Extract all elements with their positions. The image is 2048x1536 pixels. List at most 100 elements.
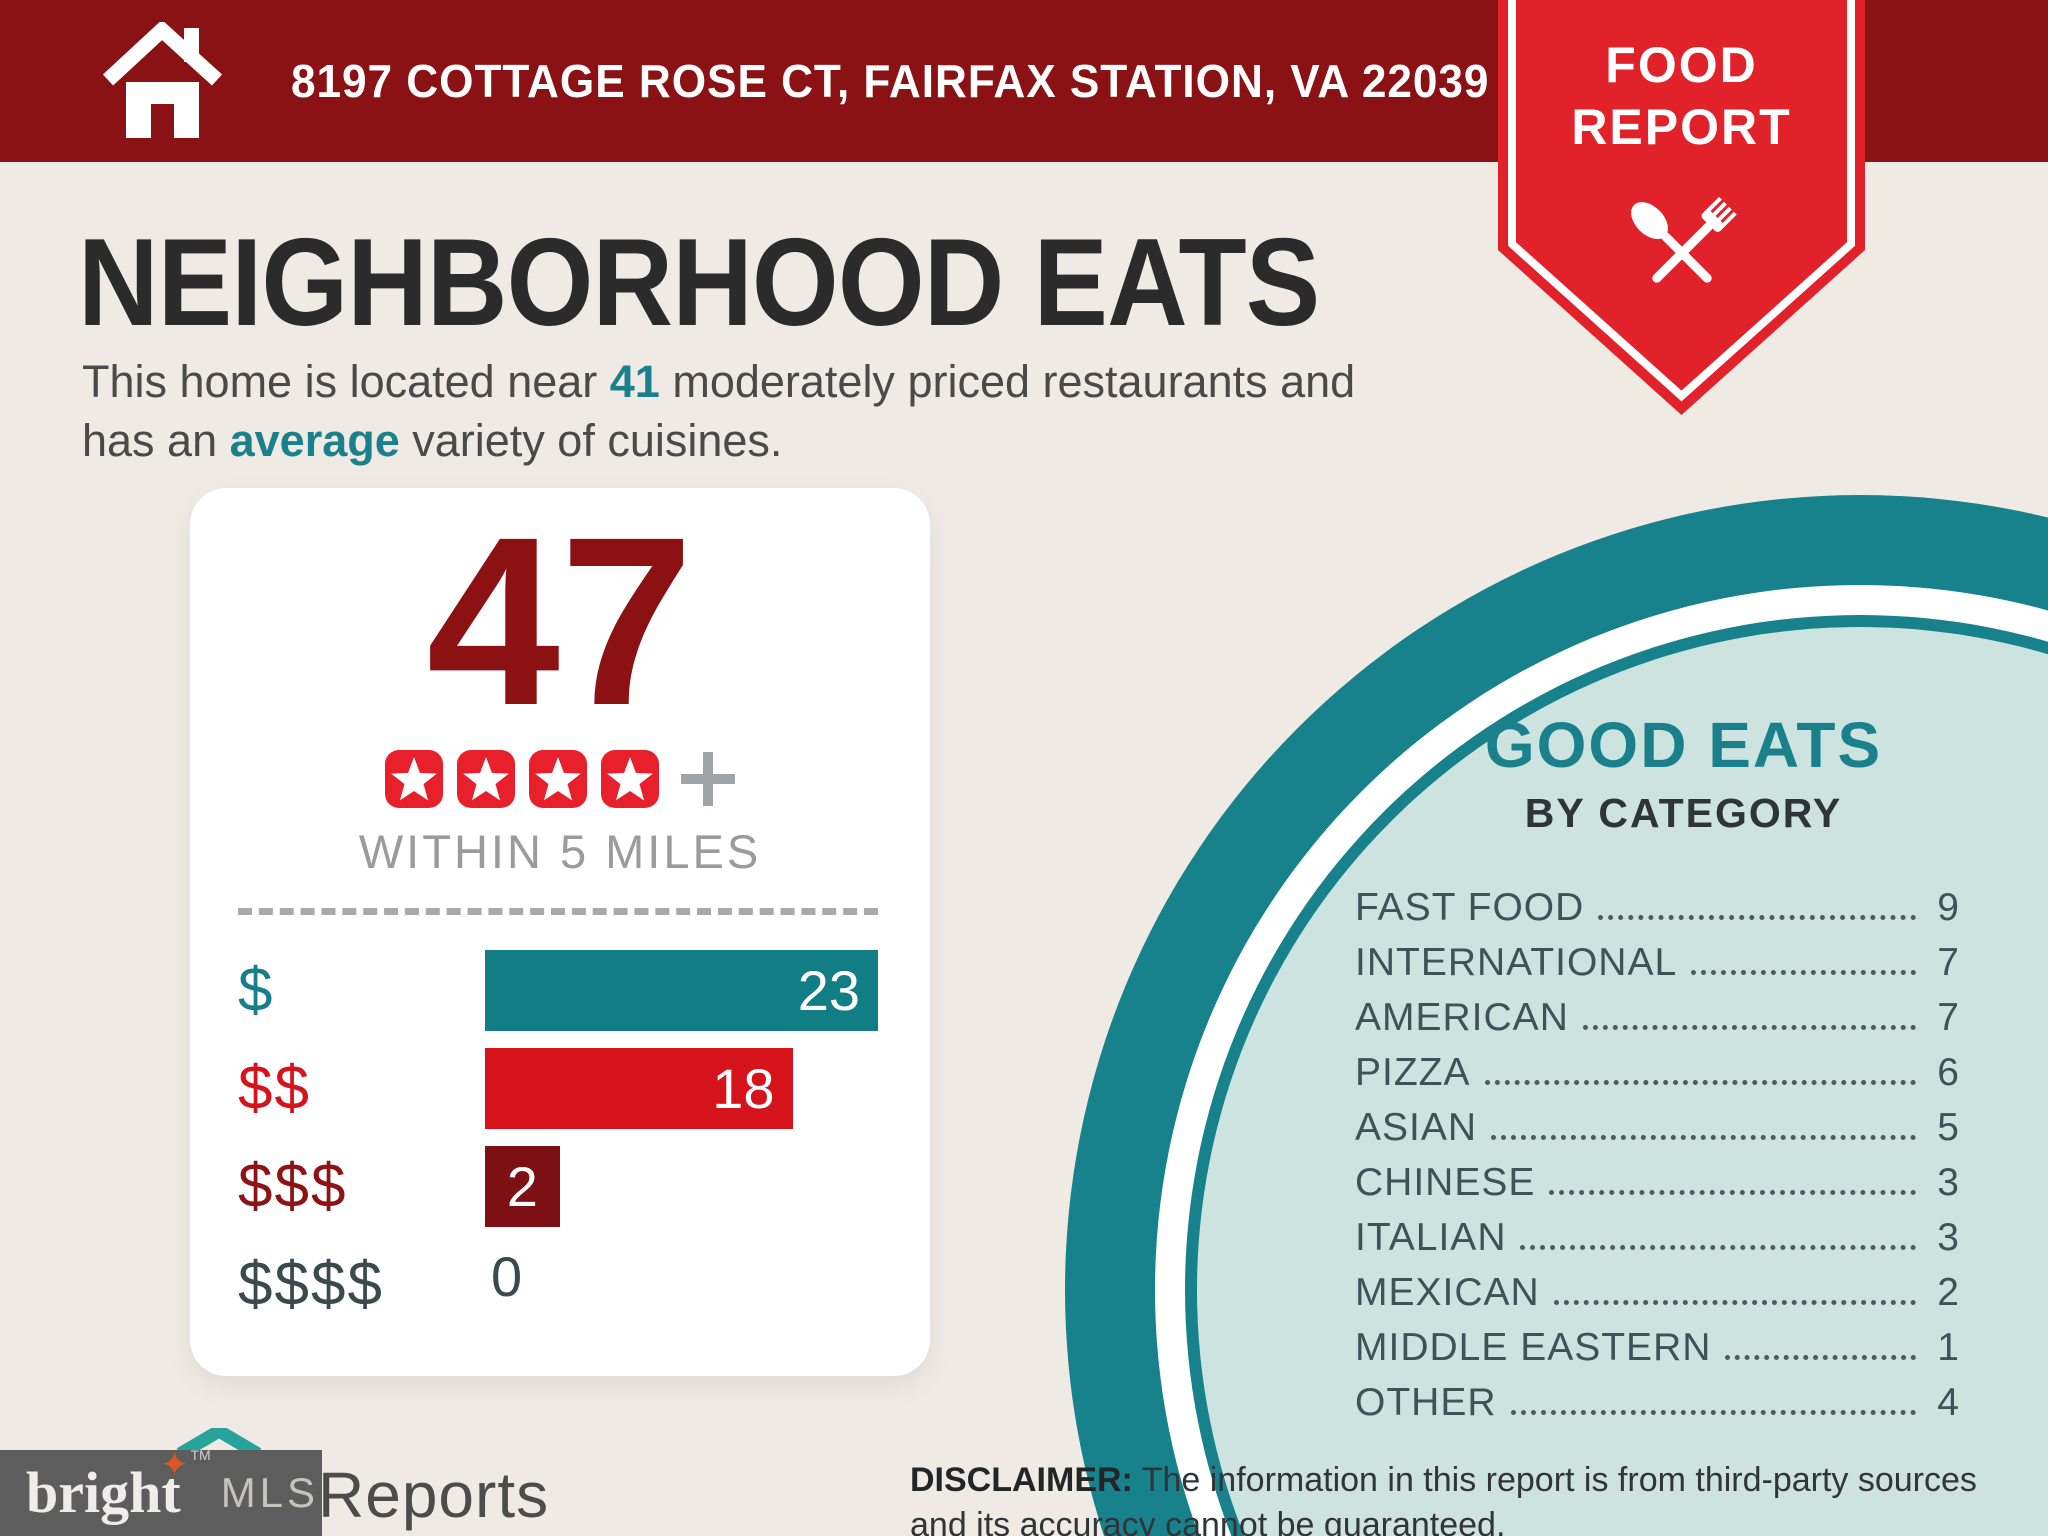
price-tier-row: $$ 18 <box>238 1048 878 1129</box>
star-icon <box>385 750 443 808</box>
bright-mls-watermark: bright ✦ TM MLS <box>0 1447 322 1536</box>
plus-icon <box>681 752 735 806</box>
category-row: MEXICAN 2 <box>1355 1260 1960 1315</box>
bar-track: 18 <box>485 1048 878 1129</box>
good-eats-panel: GOOD EATS BY CATEGORY FAST FOOD 9 INTERNA… <box>1355 708 1960 1425</box>
tier-label: $$$$ <box>238 1250 384 1319</box>
subtitle-text: This home is located near <box>82 356 610 407</box>
ribbon-shape <box>1498 0 1865 415</box>
category-value: 2 <box>1937 1271 1960 1314</box>
category-value: 3 <box>1937 1161 1960 1204</box>
home-icon <box>102 22 223 138</box>
property-address: 8197 COTTAGE ROSE CT, FAIRFAX STATION, V… <box>291 55 1490 107</box>
price-tier-row: $ 23 <box>238 950 878 1031</box>
category-row: OTHER 4 <box>1355 1370 1960 1425</box>
category-row: ASIAN 5 <box>1355 1095 1960 1150</box>
food-report-badge: FOOD REPORT <box>1498 0 1865 418</box>
dotted-leader <box>1582 1025 1916 1030</box>
bar-value: 2 <box>506 1155 538 1218</box>
dotted-leader <box>1598 915 1916 920</box>
page-title: NEIGHBORHOOD EATS <box>78 214 1320 352</box>
category-value: 7 <box>1937 941 1960 984</box>
category-label: MIDDLE EASTERN <box>1355 1326 1712 1369</box>
dotted-leader <box>1520 1245 1916 1250</box>
dotted-leader <box>1510 1410 1916 1415</box>
star-rating <box>385 750 659 808</box>
tier-label: $$ <box>238 1054 311 1123</box>
bar-track: 23 <box>485 950 878 1031</box>
reports-logo-chevron-icon <box>176 1428 262 1454</box>
star-icon <box>529 750 587 808</box>
mls-wordmark: MLS <box>220 1469 320 1516</box>
dotted-leader <box>1691 970 1916 975</box>
subtitle-line2: has an average variety of cuisines. <box>82 411 1355 470</box>
category-row: CHINESE 3 <box>1355 1150 1960 1205</box>
restaurant-summary-card: 47 WITHIN 5 MILES $ 23 $$ <box>190 488 930 1376</box>
category-label: CHINESE <box>1355 1161 1536 1204</box>
category-value: 5 <box>1937 1106 1960 1149</box>
dotted-leader <box>1484 1080 1916 1085</box>
disclaimer-text: The information in this report is from t… <box>910 1461 1977 1536</box>
bar-dollar-dollar: 18 <box>485 1048 793 1129</box>
bar-dollar: 23 <box>485 950 878 1031</box>
category-row: FAST FOOD 9 <box>1355 875 1960 930</box>
category-row: AMERICAN 7 <box>1355 985 1960 1040</box>
dotted-leader <box>1725 1355 1916 1360</box>
subtitle-text: variety of cuisines. <box>399 415 783 466</box>
reports-logo-text: Reports <box>318 1459 550 1531</box>
total-restaurants: 47 <box>426 487 694 755</box>
good-eats-subtitle: BY CATEGORY <box>1524 790 1843 836</box>
spoon-fork-icon <box>1630 196 1737 283</box>
trademark-symbol: TM <box>190 1447 211 1463</box>
price-tier-row: $$$$ 0 <box>238 1244 878 1325</box>
dotted-leader <box>1553 1300 1916 1305</box>
price-tier-chart: $ 23 $$ 18 $$$ 2 $$$$ 0 <box>238 950 878 1342</box>
radius-label: WITHIN 5 MILES <box>358 825 762 878</box>
star-icon <box>457 750 515 808</box>
bright-wordmark: bright <box>26 1460 181 1525</box>
tier-label: $$$ <box>238 1152 348 1221</box>
subtitle-line1: This home is located near 41 moderately … <box>82 352 1355 411</box>
category-label: ASIAN <box>1355 1106 1478 1149</box>
dotted-leader <box>1491 1135 1916 1140</box>
subtitle-text: has an <box>82 415 230 466</box>
category-label: AMERICAN <box>1355 996 1569 1039</box>
variety-highlight: average <box>229 415 400 466</box>
category-value: 1 <box>1937 1326 1960 1369</box>
category-value: 9 <box>1937 886 1960 929</box>
category-label: INTERNATIONAL <box>1355 941 1678 984</box>
bar-triple-dollar: 2 <box>485 1146 560 1227</box>
category-label: OTHER <box>1355 1381 1497 1424</box>
bar-value: 23 <box>797 959 860 1022</box>
price-tier-row: $$$ 2 <box>238 1146 878 1227</box>
badge-title-line1: FOOD <box>1605 37 1758 93</box>
star-icon <box>601 750 659 808</box>
category-row: ITALIAN 3 <box>1355 1205 1960 1260</box>
category-value: 4 <box>1937 1381 1960 1424</box>
bar-track: 0 <box>485 1244 878 1325</box>
badge-title-line2: REPORT <box>1571 99 1792 155</box>
good-eats-title: GOOD EATS <box>1484 709 1883 781</box>
category-label: MEXICAN <box>1355 1271 1540 1314</box>
page-subtitle: This home is located near 41 moderately … <box>82 352 1355 470</box>
category-list: FAST FOOD 9 INTERNATIONAL 7 AMERICAN 7 PIZZ… <box>1355 875 1960 1425</box>
category-row: INTERNATIONAL 7 <box>1355 930 1960 985</box>
category-label: FAST FOOD <box>1355 886 1585 929</box>
subtitle-text: moderately priced restaurants and <box>659 356 1356 407</box>
category-label: PIZZA <box>1355 1051 1471 1094</box>
rating-row <box>190 750 930 808</box>
bar-value: 18 <box>712 1057 775 1120</box>
category-label: ITALIAN <box>1355 1216 1507 1259</box>
dashed-divider <box>238 908 878 915</box>
tier-label: $ <box>238 956 275 1025</box>
disclaimer-label: DISCLAIMER: <box>910 1461 1133 1499</box>
bar-track: 2 <box>485 1146 878 1227</box>
category-row: MIDDLE EASTERN 1 <box>1355 1315 1960 1370</box>
category-value: 6 <box>1937 1051 1960 1094</box>
disclaimer: DISCLAIMER: The information in this repo… <box>910 1458 1990 1536</box>
category-row: PIZZA 6 <box>1355 1040 1960 1095</box>
restaurant-count: 41 <box>609 356 660 407</box>
category-value: 3 <box>1937 1216 1960 1259</box>
zero-value: 0 <box>491 1245 523 1308</box>
